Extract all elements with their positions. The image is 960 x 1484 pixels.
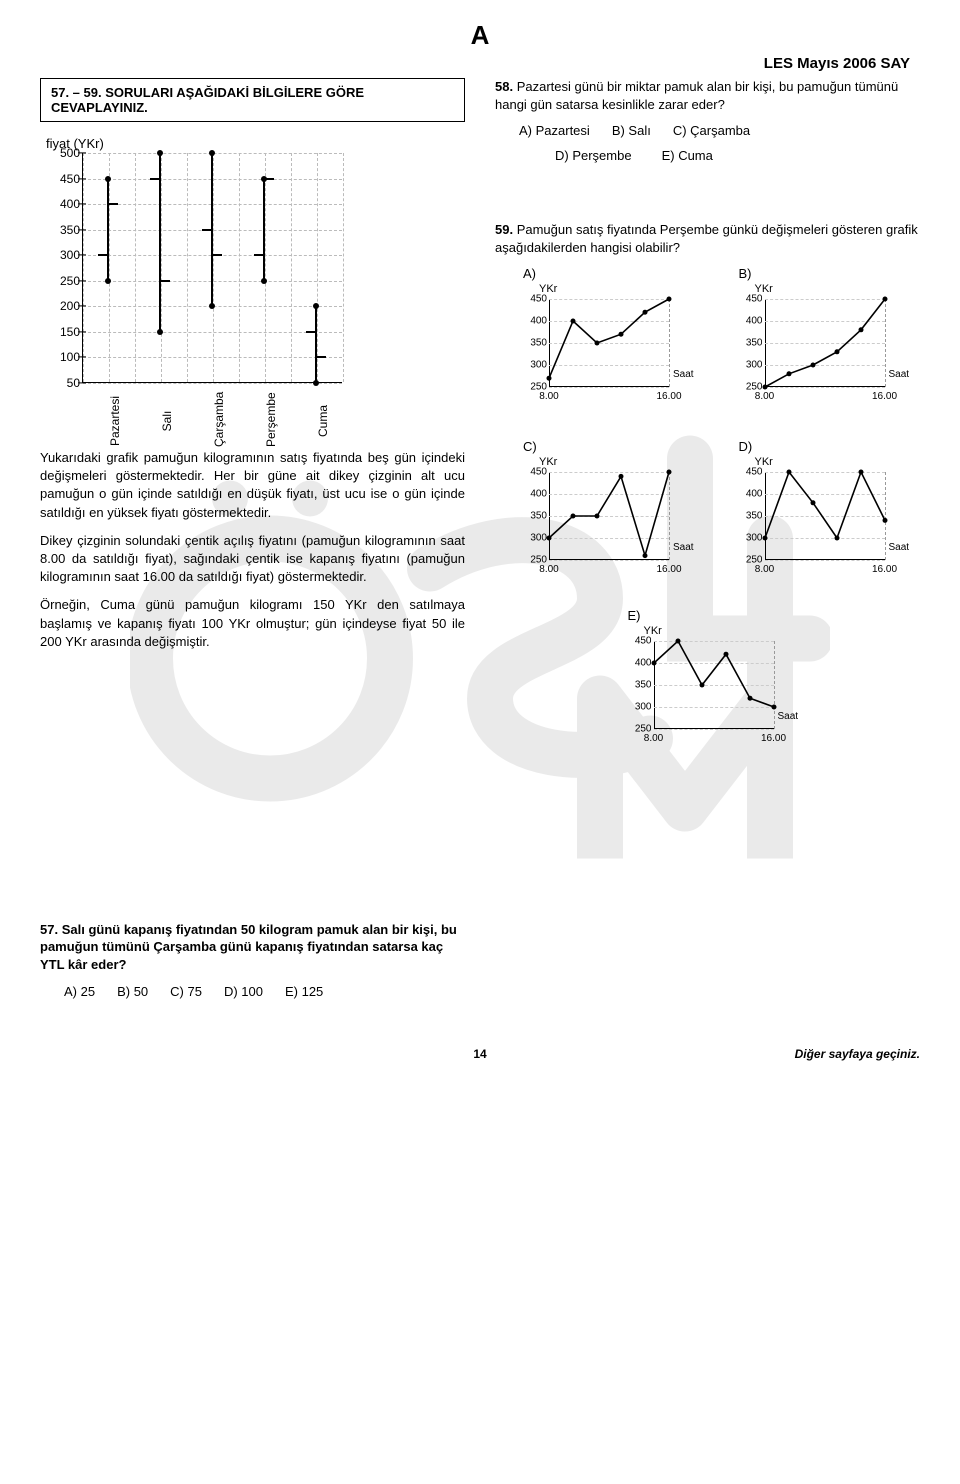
- q57-opt-e[interactable]: E) 125: [285, 984, 323, 999]
- q57-opt-d[interactable]: D) 100: [224, 984, 263, 999]
- q58-opt-c[interactable]: C) Çarşamba: [673, 123, 750, 138]
- instruction-box: 57. – 59. SORULARI AŞAĞIDAKİ BİLGİLERE G…: [40, 78, 465, 122]
- question-57: 57. Salı günü kapanış fiyatından 50 kilo…: [40, 921, 465, 999]
- q59-option-b[interactable]: B) YKr 2503003504004508.0016.00Saat: [729, 266, 921, 415]
- description-paragraph-3: Örneğin, Cuma günü pamuğun kilogramı 150…: [40, 596, 465, 651]
- question-58: 58. Pazartesi günü bir miktar pamuk alan…: [495, 78, 920, 163]
- x-category-label: Salı: [160, 395, 174, 447]
- ytick-label: 450: [44, 172, 80, 186]
- x-category-label: Çarşamba: [212, 395, 226, 447]
- ytick-label: 350: [44, 223, 80, 237]
- right-column: 58. Pazartesi günü bir miktar pamuk alan…: [495, 78, 920, 1017]
- q57-options: A) 25 B) 50 C) 75 D) 100 E) 125: [64, 984, 465, 999]
- page-footer: 14 Diğer sayfaya geçiniz.: [40, 1047, 920, 1061]
- exam-title: LES Mayıs 2006 SAY: [40, 55, 920, 72]
- q58-opt-d[interactable]: D) Perşembe: [555, 148, 632, 163]
- q58-options-row1: A) Pazartesi B) Salı C) Çarşamba: [519, 123, 920, 138]
- q59-number: 59.: [495, 222, 513, 237]
- ytick-label: 100: [44, 350, 80, 364]
- ytick-label: 50: [44, 376, 80, 390]
- ytick-label: 200: [44, 299, 80, 313]
- y-axis-title: fiyat (YKr): [46, 136, 465, 151]
- ytick-label: 500: [44, 146, 80, 160]
- q57-opt-b[interactable]: B) 50: [117, 984, 148, 999]
- q58-opt-a[interactable]: A) Pazartesi: [519, 123, 590, 138]
- candlestick-chart: 50100150200250300350400450500PazartesiSa…: [40, 153, 380, 433]
- q58-opt-b[interactable]: B) Salı: [612, 123, 651, 138]
- q59-option-a[interactable]: A) YKr 2503003504004508.0016.00Saat: [513, 266, 705, 415]
- left-column: 57. – 59. SORULARI AŞAĞIDAKİ BİLGİLERE G…: [40, 78, 465, 1017]
- q58-text: Pazartesi günü bir miktar pamuk alan bir…: [495, 79, 898, 112]
- q59-option-c[interactable]: C) YKr 2503003504004508.0016.00Saat: [513, 439, 705, 588]
- x-category-label: Cuma: [316, 395, 330, 447]
- page-number: 14: [333, 1047, 626, 1061]
- question-59: 59. Pamuğun satış fiyatında Perşembe gün…: [495, 221, 920, 757]
- ytick-label: 250: [44, 274, 80, 288]
- q58-number: 58.: [495, 79, 513, 94]
- q59-text: Pamuğun satış fiyatında Perşembe günkü d…: [495, 222, 918, 255]
- ytick-label: 150: [44, 325, 80, 339]
- description-paragraph-1: Yukarıdaki grafik pamuğun kilogramının s…: [40, 449, 465, 522]
- q57-opt-a[interactable]: A) 25: [64, 984, 95, 999]
- ytick-label: 300: [44, 248, 80, 262]
- q59-option-d[interactable]: D) YKr 2503003504004508.0016.00Saat: [729, 439, 921, 588]
- ytick-label: 400: [44, 197, 80, 211]
- x-category-label: Pazartesi: [108, 395, 122, 447]
- q58-opt-e[interactable]: E) Cuma: [662, 148, 713, 163]
- q57-text: Salı günü kapanış fiyatından 50 kilogram…: [40, 922, 457, 972]
- x-category-label: Perşembe: [264, 395, 278, 447]
- description-paragraph-2: Dikey çizginin solundaki çentik açılış f…: [40, 532, 465, 587]
- booklet-letter: A: [40, 20, 920, 51]
- q59-option-e[interactable]: E) YKr 2503003504004508.0016.00Saat: [618, 608, 798, 757]
- q57-number: 57.: [40, 922, 58, 937]
- next-page-text: Diğer sayfaya geçiniz.: [627, 1047, 920, 1061]
- q57-opt-c[interactable]: C) 75: [170, 984, 202, 999]
- q58-options-row2: D) Perşembe E) Cuma: [555, 148, 920, 163]
